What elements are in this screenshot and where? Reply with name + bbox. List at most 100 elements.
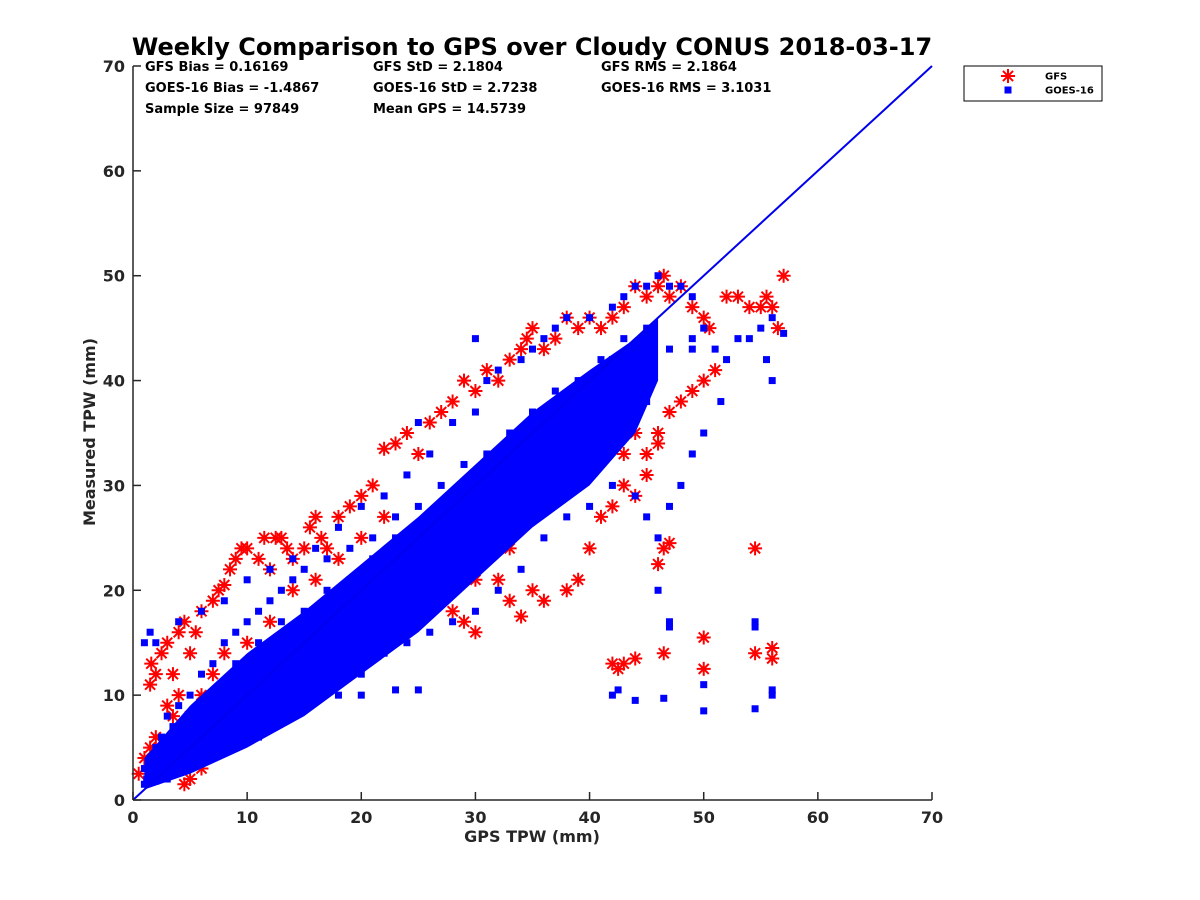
gfs-point bbox=[759, 289, 774, 304]
goes16-point bbox=[643, 513, 651, 521]
goes16-point bbox=[768, 314, 776, 322]
goes16-point bbox=[255, 607, 263, 615]
gfs-point bbox=[160, 698, 175, 713]
one-to-one-line bbox=[132, 65, 933, 801]
goes16-point bbox=[631, 696, 639, 704]
gfs-point bbox=[154, 646, 169, 661]
goes16-point bbox=[540, 335, 548, 343]
gfs-point bbox=[639, 446, 654, 461]
gfs-point bbox=[320, 541, 335, 556]
stat-text: GFS RMS = 2.1864 bbox=[601, 60, 737, 75]
gfs-point bbox=[616, 478, 631, 493]
goes16-point bbox=[665, 282, 673, 290]
goes16-point bbox=[608, 691, 616, 699]
gfs-point bbox=[354, 488, 369, 503]
goes16-point bbox=[426, 628, 434, 636]
gfs-point bbox=[776, 268, 791, 283]
stat-text: GFS StD = 2.1804 bbox=[373, 60, 503, 75]
gfs-point bbox=[445, 604, 460, 619]
stat-text: GOES-16 StD = 2.7238 bbox=[373, 81, 537, 96]
gfs-point bbox=[656, 268, 671, 283]
goes16-point bbox=[586, 502, 594, 510]
gfs-point bbox=[223, 562, 238, 577]
goes16-point bbox=[197, 670, 205, 678]
goes16-point bbox=[158, 733, 166, 741]
gfs-point bbox=[148, 730, 163, 745]
gfs-point bbox=[211, 583, 226, 598]
x-axis-label: GPS TPW (mm) bbox=[464, 827, 600, 846]
goes16-point bbox=[711, 345, 719, 353]
goes16-point bbox=[608, 481, 616, 489]
goes16-point bbox=[654, 534, 662, 542]
gfs-point bbox=[696, 310, 711, 325]
goes16-point bbox=[665, 345, 673, 353]
legend-gfs-marker bbox=[1001, 69, 1015, 83]
y-tick-label: 50 bbox=[103, 267, 125, 286]
goes16-point bbox=[768, 377, 776, 385]
gfs-point bbox=[696, 373, 711, 388]
goes16-point bbox=[757, 324, 765, 332]
gfs-point bbox=[331, 509, 346, 524]
stat-text: Sample Size = 97849 bbox=[145, 102, 299, 117]
goes16-point bbox=[654, 272, 662, 280]
gfs-point bbox=[165, 709, 180, 724]
x-tick-label: 50 bbox=[693, 808, 715, 827]
goes16-point bbox=[357, 502, 365, 510]
goes16-point bbox=[688, 293, 696, 301]
goes16-point bbox=[449, 419, 457, 427]
goes16-point bbox=[780, 329, 788, 337]
stat-text: GOES-16 Bias = -1.4867 bbox=[145, 81, 319, 96]
goes16-point bbox=[751, 705, 759, 713]
goes16-point bbox=[677, 481, 685, 489]
goes16-point bbox=[312, 544, 320, 552]
goes16-point bbox=[414, 686, 422, 694]
gfs-point bbox=[514, 609, 529, 624]
goes16-point bbox=[232, 628, 240, 636]
axes: 0 10 20 30 40 50 60 70 0 10 20 30 40 50 60 70 bbox=[103, 57, 943, 827]
gfs-point bbox=[765, 300, 780, 315]
goes16-point bbox=[437, 481, 445, 489]
goes16-point bbox=[608, 303, 616, 311]
goes16-point bbox=[665, 502, 673, 510]
gfs-point bbox=[377, 441, 392, 456]
statistics-block: GFS Bias = 0.16169 GFS StD = 2.1804 GFS RM… bbox=[145, 60, 771, 117]
gfs-point bbox=[525, 321, 540, 336]
goes16-point bbox=[643, 282, 651, 290]
x-tick-label: 10 bbox=[236, 808, 258, 827]
gfs-point bbox=[188, 625, 203, 640]
goes16-point bbox=[186, 691, 194, 699]
reference-line-layer bbox=[132, 65, 933, 801]
gfs-point bbox=[257, 530, 272, 545]
goes16-point bbox=[243, 618, 251, 626]
goes16-point bbox=[494, 586, 502, 594]
gfs-point bbox=[445, 394, 460, 409]
gfs-point bbox=[685, 384, 700, 399]
gfs-point bbox=[342, 499, 357, 514]
goes16-point bbox=[471, 335, 479, 343]
gfs-point bbox=[240, 635, 255, 650]
goes16-point bbox=[289, 576, 297, 584]
gfs-point bbox=[194, 761, 209, 776]
goes16-point bbox=[300, 565, 308, 573]
goes16-point bbox=[380, 492, 388, 500]
goes16-point bbox=[277, 586, 285, 594]
gfs-point bbox=[183, 772, 198, 787]
goes16-point bbox=[614, 686, 622, 694]
gfs-point bbox=[605, 499, 620, 514]
gfs-point bbox=[171, 688, 186, 703]
goes16-point bbox=[620, 293, 628, 301]
gfs-point bbox=[519, 331, 534, 346]
goes16-point bbox=[517, 565, 525, 573]
goes16-point bbox=[209, 660, 217, 668]
goes16-point bbox=[700, 324, 708, 332]
gfs-point bbox=[639, 467, 654, 482]
goes16-point bbox=[266, 597, 274, 605]
gfs-point bbox=[605, 656, 620, 671]
gfs-point bbox=[571, 572, 586, 587]
gfs-point bbox=[748, 541, 763, 556]
goes16-point bbox=[146, 628, 154, 636]
gfs-point bbox=[559, 583, 574, 598]
goes16-point bbox=[517, 356, 525, 364]
gfs-point bbox=[571, 321, 586, 336]
